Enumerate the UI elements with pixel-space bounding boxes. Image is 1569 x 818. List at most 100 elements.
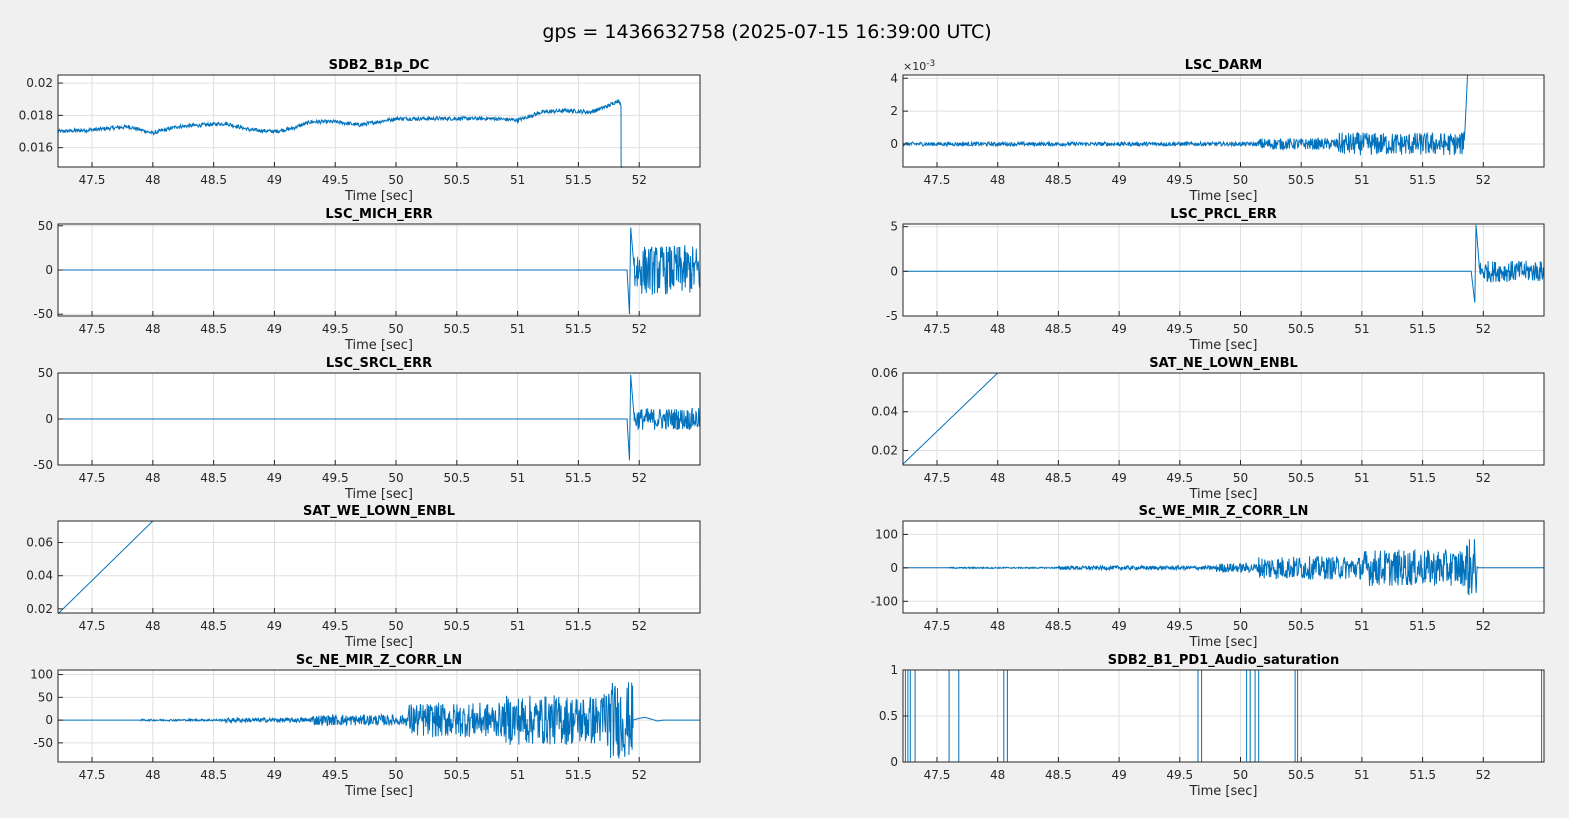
x-tick-label: 51 bbox=[1354, 619, 1369, 633]
x-tick-label: 51.5 bbox=[1409, 173, 1436, 187]
y-tick-label: 0.02 bbox=[26, 602, 53, 616]
axes-lsc-mich-err: 47.5 48 48.5 49 49.5 50 50.5 51 51.5 52 -50 0 50 LSC_… bbox=[33, 207, 701, 353]
x-tick-label: 49.5 bbox=[1166, 619, 1193, 633]
x-tick-label: 49 bbox=[267, 619, 282, 633]
plot-area bbox=[903, 224, 1544, 316]
x-tick-label: 49.5 bbox=[1166, 173, 1193, 187]
x-tick-label: 50.5 bbox=[1288, 768, 1315, 782]
y-tick-label: 0 bbox=[45, 263, 53, 277]
x-tick-label: 49 bbox=[1111, 471, 1126, 485]
plot-area bbox=[903, 75, 1544, 167]
y-tick-label: -50 bbox=[33, 458, 53, 472]
x-tick-label: 50 bbox=[1233, 619, 1248, 633]
x-tick-label: 48.5 bbox=[1045, 173, 1072, 187]
x-tick-label: 49.5 bbox=[322, 322, 349, 336]
y-tick-label: 0.5 bbox=[879, 709, 898, 723]
axes-layer: 47.5 48 48.5 49 49.5 50 50.5 51 51.5 520.0160.018… bbox=[19, 58, 1545, 799]
x-tick-label: 51.5 bbox=[565, 768, 592, 782]
y-exponent-label: ×10-3 bbox=[903, 59, 935, 73]
x-tick-label: 48.5 bbox=[1045, 322, 1072, 336]
axes-box bbox=[902, 223, 1545, 317]
plot-area bbox=[58, 75, 700, 167]
plot-area bbox=[903, 373, 1544, 465]
x-tick-label: 51 bbox=[510, 322, 525, 336]
y-exponent-base: ×10 bbox=[903, 60, 926, 73]
x-tick-label: 50.5 bbox=[443, 471, 470, 485]
x-tick-label: 48 bbox=[145, 768, 160, 782]
y-exponent-power: -3 bbox=[926, 59, 935, 69]
x-tick-label: 49.5 bbox=[1166, 768, 1193, 782]
x-axis-label: Time [sec] bbox=[1188, 487, 1257, 502]
y-tick-label: 2 bbox=[890, 104, 898, 118]
y-tick-label: -5 bbox=[886, 309, 898, 323]
axes-box bbox=[902, 520, 1545, 614]
y-tick-label: 50 bbox=[38, 219, 53, 233]
x-tick-label: 47.5 bbox=[924, 173, 951, 187]
x-tick-label: 52 bbox=[1476, 768, 1491, 782]
y-tick-label: 0.04 bbox=[871, 405, 898, 419]
x-tick-label: 50 bbox=[1233, 322, 1248, 336]
x-tick-label: 51 bbox=[510, 619, 525, 633]
x-tick-label: 50 bbox=[1233, 768, 1248, 782]
axes-title: LSC_MICH_ERR bbox=[325, 207, 432, 222]
x-tick-label: 48.5 bbox=[200, 471, 227, 485]
x-tick-label: 51.5 bbox=[565, 322, 592, 336]
x-tick-label: 51.5 bbox=[565, 471, 592, 485]
y-tick-label: 0 bbox=[45, 412, 53, 426]
figure-title: gps = 1436632758 (2025-07-15 16:39:00 UT… bbox=[542, 21, 991, 43]
x-tick-label: 50.5 bbox=[1288, 322, 1315, 336]
x-tick-label: 49.5 bbox=[1166, 471, 1193, 485]
x-tick-label: 49 bbox=[1111, 619, 1126, 633]
x-tick-label: 49 bbox=[267, 173, 282, 187]
x-tick-label: 48 bbox=[145, 471, 160, 485]
axes-sc-we-mir-z-corr-ln: 47.5 48 48.5 49 49.5 50 50.5 51 51.5 52 -100 0 100 Sc… bbox=[871, 504, 1545, 650]
x-tick-label: 47.5 bbox=[924, 619, 951, 633]
x-tick-label: 50.5 bbox=[443, 173, 470, 187]
x-tick-label: 48 bbox=[990, 471, 1005, 485]
y-tick-label: 0 bbox=[890, 137, 898, 151]
x-tick-label: 52 bbox=[632, 768, 647, 782]
x-tick-label: 52 bbox=[632, 322, 647, 336]
x-tick-label: 50.5 bbox=[1288, 173, 1315, 187]
axes-box bbox=[902, 372, 1545, 466]
x-tick-label: 51 bbox=[510, 471, 525, 485]
x-tick-label: 49.5 bbox=[322, 768, 349, 782]
y-tick-label: 0.016 bbox=[19, 141, 53, 155]
axes-box bbox=[57, 669, 701, 763]
x-tick-label: 50 bbox=[1233, 471, 1248, 485]
y-tick-label: 0 bbox=[45, 713, 53, 727]
x-tick-label: 50.5 bbox=[443, 619, 470, 633]
axes-title: Sc_NE_MIR_Z_CORR_LN bbox=[296, 653, 462, 668]
x-tick-label: 52 bbox=[632, 471, 647, 485]
x-axis-label: Time [sec] bbox=[344, 189, 413, 204]
axes-box bbox=[902, 74, 1545, 168]
axes-title: SAT_NE_LOWN_ENBL bbox=[1149, 356, 1298, 371]
x-tick-label: 51 bbox=[510, 173, 525, 187]
x-tick-label: 49 bbox=[267, 322, 282, 336]
x-tick-label: 52 bbox=[1476, 173, 1491, 187]
x-tick-label: 48 bbox=[990, 768, 1005, 782]
y-tick-label: 0 bbox=[890, 561, 898, 575]
x-tick-label: 48 bbox=[990, 619, 1005, 633]
x-tick-label: 52 bbox=[1476, 322, 1491, 336]
x-tick-label: 51.5 bbox=[565, 619, 592, 633]
axes-sdb2-b1-pd1-audio-saturation: 47.5 48 48.5 49 49.5 50 50.5 51 51.5 52 0 0.5 1 SDB2_… bbox=[879, 653, 1545, 799]
x-tick-label: 49 bbox=[1111, 768, 1126, 782]
y-tick-label: 50 bbox=[38, 690, 53, 704]
axes-title: SAT_WE_LOWN_ENBL bbox=[303, 504, 455, 519]
x-tick-label: 51.5 bbox=[1409, 322, 1436, 336]
x-tick-label: 51.5 bbox=[1409, 768, 1436, 782]
y-tick-label: 5 bbox=[890, 220, 898, 234]
axes-title: LSC_PRCL_ERR bbox=[1170, 207, 1276, 222]
x-axis-label: Time [sec] bbox=[344, 338, 413, 353]
x-tick-label: 47.5 bbox=[924, 768, 951, 782]
x-tick-label: 48.5 bbox=[200, 619, 227, 633]
x-tick-label: 47.5 bbox=[924, 471, 951, 485]
x-tick-label: 50.5 bbox=[443, 322, 470, 336]
x-tick-label: 52 bbox=[632, 173, 647, 187]
axes-sat-we-lown-enbl: 47.5 48 48.5 49 49.5 50 50.5 51 51.5 52 0.02 0.04 0.… bbox=[26, 504, 701, 650]
x-tick-label: 50.5 bbox=[443, 768, 470, 782]
x-tick-label: 50 bbox=[388, 471, 403, 485]
x-tick-label: 50.5 bbox=[1288, 471, 1315, 485]
